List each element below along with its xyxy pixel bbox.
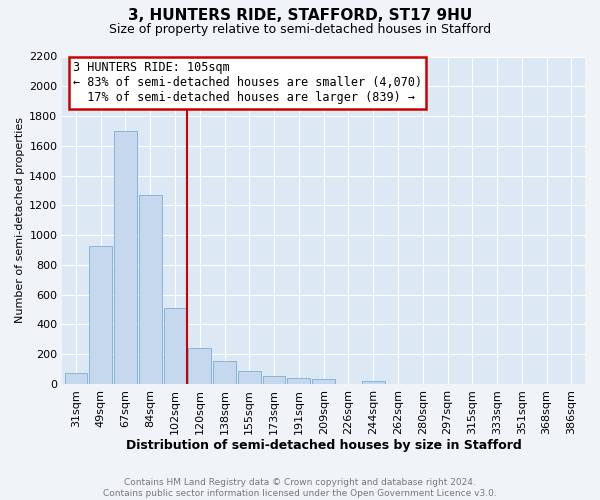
Text: Contains HM Land Registry data © Crown copyright and database right 2024.
Contai: Contains HM Land Registry data © Crown c…: [103, 478, 497, 498]
Text: Size of property relative to semi-detached houses in Stafford: Size of property relative to semi-detach…: [109, 22, 491, 36]
Bar: [263, 376, 286, 384]
Bar: [139, 195, 161, 384]
Bar: [188, 348, 211, 384]
Bar: [287, 378, 310, 384]
Text: 3 HUNTERS RIDE: 105sqm
← 83% of semi-detached houses are smaller (4,070)
  17% o: 3 HUNTERS RIDE: 105sqm ← 83% of semi-det…: [73, 62, 422, 104]
Bar: [362, 381, 385, 384]
Bar: [164, 308, 187, 384]
Text: 3, HUNTERS RIDE, STAFFORD, ST17 9HU: 3, HUNTERS RIDE, STAFFORD, ST17 9HU: [128, 8, 472, 22]
Bar: [312, 380, 335, 384]
X-axis label: Distribution of semi-detached houses by size in Stafford: Distribution of semi-detached houses by …: [126, 440, 521, 452]
Bar: [213, 361, 236, 384]
Bar: [89, 246, 112, 384]
Y-axis label: Number of semi-detached properties: Number of semi-detached properties: [15, 117, 25, 323]
Bar: [65, 373, 87, 384]
Bar: [238, 370, 261, 384]
Bar: [114, 131, 137, 384]
